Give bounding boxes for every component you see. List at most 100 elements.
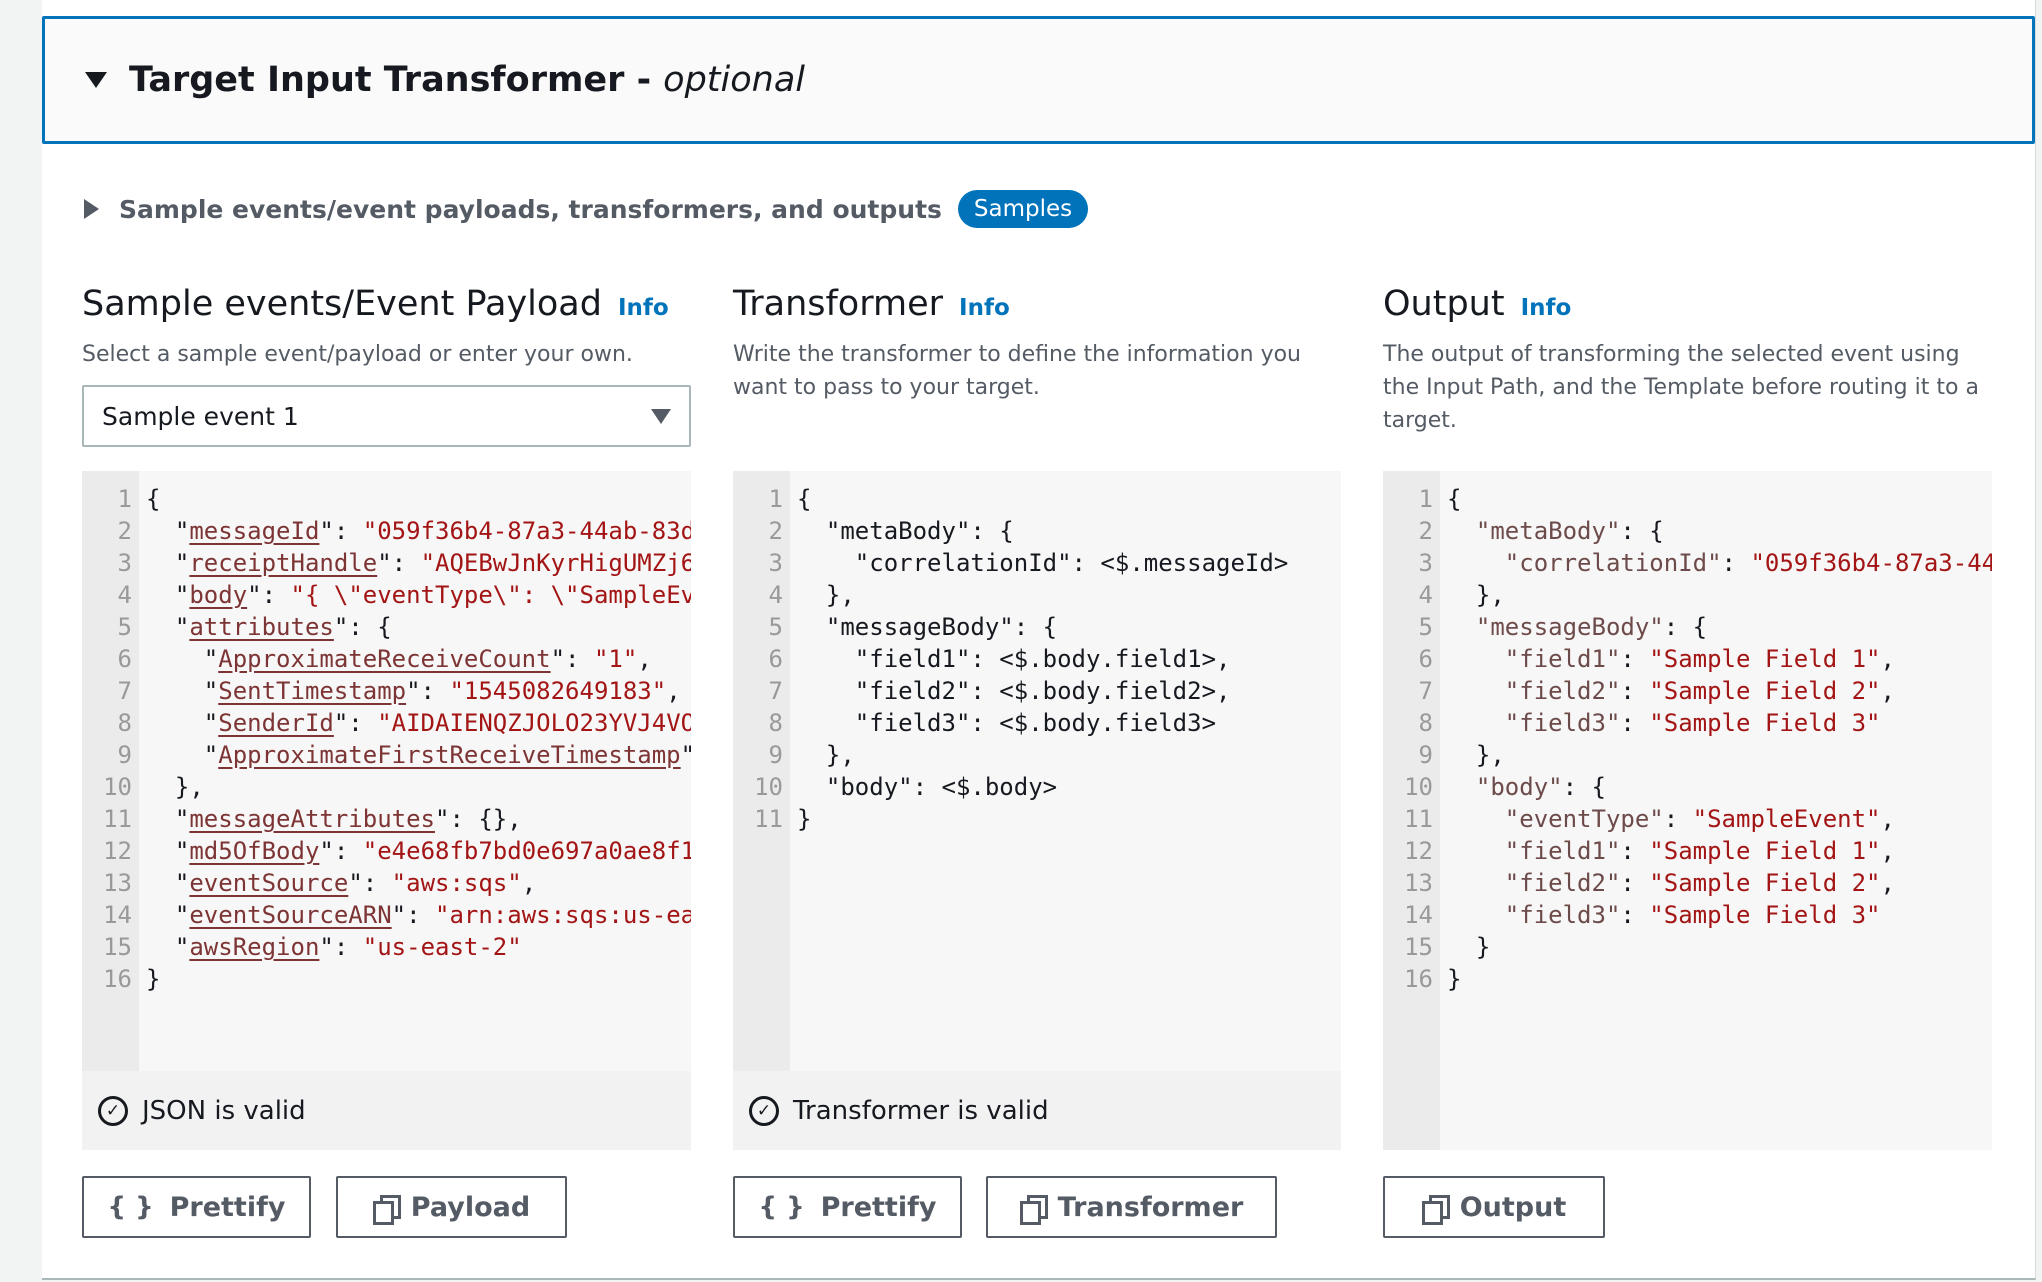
samples-expander[interactable]: Sample events/event payloads, transforme… (84, 190, 1089, 228)
code-token: "field3": <$.body.field3> (797, 709, 1217, 737)
line-content: "ApproximateReceiveCount": "1", (146, 643, 652, 675)
json-string: "Sample Field 2" (1649, 677, 1881, 705)
code-line: 6 "field1": <$.body.field1>, (733, 643, 1288, 675)
line-content: "field2": "Sample Field 2", (1447, 675, 1895, 707)
line-number: 1 (1418, 485, 1433, 513)
line-content: } (797, 803, 811, 835)
code-line: 2 "metaBody": { (733, 515, 1288, 547)
section-header[interactable]: Target Input Transformer - optional (42, 16, 2035, 144)
code-line: 8 "SenderId": "AIDAIENQZJOLO23YVJ4VO (82, 707, 691, 739)
line-number: 8 (768, 709, 783, 737)
line-content: "correlationId": "059f36b4-87a3-44 (1447, 547, 1992, 579)
payload-info-link[interactable]: Info (617, 295, 669, 321)
line-content: "receiptHandle": "AQEBwJnKyrHigUMZj6 (146, 547, 691, 579)
code-token: , (1880, 677, 1895, 705)
output-column: Output Info The output of transforming th… (1383, 284, 1993, 437)
json-string: "e4e68fb7bd0e697a0ae8f1 (362, 837, 691, 865)
line-content: "field3": "Sample Field 3" (1447, 707, 1881, 739)
code-line: 3 "receiptHandle": "AQEBwJnKyrHigUMZj6 (82, 547, 691, 579)
json-key: eventSource (189, 869, 349, 897)
code-token: " (146, 709, 219, 737)
code-token: : (1620, 869, 1650, 897)
copy-transformer-button[interactable]: Transformer (986, 1176, 1277, 1238)
code-line: 15 } (1383, 931, 1992, 963)
code-token: " (146, 837, 190, 865)
payload-editor[interactable]: 1{2 "messageId": "059f36b4-87a3-44ab-83d… (82, 471, 691, 1071)
line-content: }, (797, 579, 855, 611)
copy-icon (1421, 1195, 1450, 1225)
sample-event-select[interactable]: Sample event 1 (82, 385, 691, 447)
line-content: "messageId": "059f36b4-87a3-44ab-83d (146, 515, 691, 547)
line-number: 7 (768, 677, 783, 705)
code-line: 10 "body": <$.body> (733, 771, 1288, 803)
code-token: : (1620, 709, 1650, 737)
code-token: { (146, 485, 161, 513)
check-circle-icon: ✓ (98, 1095, 128, 1126)
code-line: 6 "field1": "Sample Field 1", (1383, 643, 1992, 675)
json-key: receiptHandle (189, 549, 378, 577)
code-token (1447, 869, 1505, 897)
json-key: "eventType" (1504, 805, 1664, 833)
code-line: 14 "field3": "Sample Field 3" (1383, 899, 1992, 931)
line-content: "awsRegion": "us-east-2" (146, 931, 522, 963)
line-number: 9 (1418, 741, 1433, 769)
json-string: "Sample Field 1" (1649, 645, 1881, 673)
code-token: " (146, 517, 190, 545)
line-number: 2 (117, 517, 132, 545)
code-token: " (146, 581, 190, 609)
line-content: } (1447, 963, 1461, 995)
payload-prettify-button[interactable]: { } Prettify (82, 1176, 311, 1238)
line-number: 6 (768, 645, 783, 673)
output-info-link[interactable]: Info (1520, 295, 1572, 321)
line-number: 16 (1404, 965, 1433, 993)
json-key: ApproximateFirstReceiveTimestamp (218, 741, 681, 769)
json-string: "SampleEvent" (1692, 805, 1881, 833)
code-token (1447, 677, 1505, 705)
code-token: ": (319, 517, 363, 545)
line-number: 15 (103, 933, 132, 961)
json-key: messageId (189, 517, 320, 545)
code-line: 9 "ApproximateFirstReceiveTimestamp" (82, 739, 691, 771)
json-key: SentTimestamp (218, 677, 407, 705)
line-content: { (797, 483, 811, 515)
json-string: "059f36b4-87a3-44 (1750, 549, 1992, 577)
code-line: 8 "field3": <$.body.field3> (733, 707, 1288, 739)
line-content: "field2": <$.body.field2>, (797, 675, 1231, 707)
json-key: "messageBody" (1475, 613, 1664, 641)
line-number: 1 (768, 485, 783, 513)
line-number: 16 (103, 965, 132, 993)
code-token: , (1880, 645, 1895, 673)
code-token: ": (348, 869, 392, 897)
line-content: "eventSource": "aws:sqs", (146, 867, 536, 899)
braces-icon: { } (758, 1192, 805, 1222)
line-number: 14 (1404, 901, 1433, 929)
code-token: " (146, 901, 190, 929)
copy-icon (372, 1195, 401, 1225)
code-line: 8 "field3": "Sample Field 3" (1383, 707, 1992, 739)
code-token: }, (1447, 741, 1505, 769)
json-key: "field1" (1504, 645, 1621, 673)
transformer-prettify-button[interactable]: { } Prettify (733, 1176, 962, 1238)
json-key: ApproximateReceiveCount (218, 645, 551, 673)
code-token: ": (406, 677, 450, 705)
braces-icon: { } (107, 1192, 154, 1222)
line-number: 5 (117, 613, 132, 641)
line-number: 3 (117, 549, 132, 577)
code-line: 12 "md5OfBody": "e4e68fb7bd0e697a0ae8f1 (82, 835, 691, 867)
line-content: "md5OfBody": "e4e68fb7bd0e697a0ae8f1 (146, 835, 691, 867)
code-line: 10 }, (82, 771, 691, 803)
output-editor: 1{2 "metaBody": {3 "correlationId": "059… (1383, 471, 1992, 1150)
transformer-column: Transformer Info Write the transformer to… (733, 284, 1313, 404)
code-token: { (1447, 485, 1462, 513)
transformer-info-link[interactable]: Info (959, 295, 1010, 321)
copy-output-button[interactable]: Output (1383, 1176, 1605, 1238)
check-circle-icon: ✓ (749, 1095, 779, 1126)
copy-payload-button[interactable]: Payload (336, 1176, 567, 1238)
line-content: "field1": "Sample Field 1", (1447, 643, 1895, 675)
code-token: }, (797, 581, 855, 609)
code-token (1447, 549, 1505, 577)
transformer-editor[interactable]: 1{2 "metaBody": {3 "correlationId": <$.m… (733, 471, 1341, 1071)
json-key: "field2" (1504, 677, 1621, 705)
payload-column: Sample events/Event Payload Info Select a… (82, 284, 691, 447)
code-token: : { (1562, 773, 1606, 801)
